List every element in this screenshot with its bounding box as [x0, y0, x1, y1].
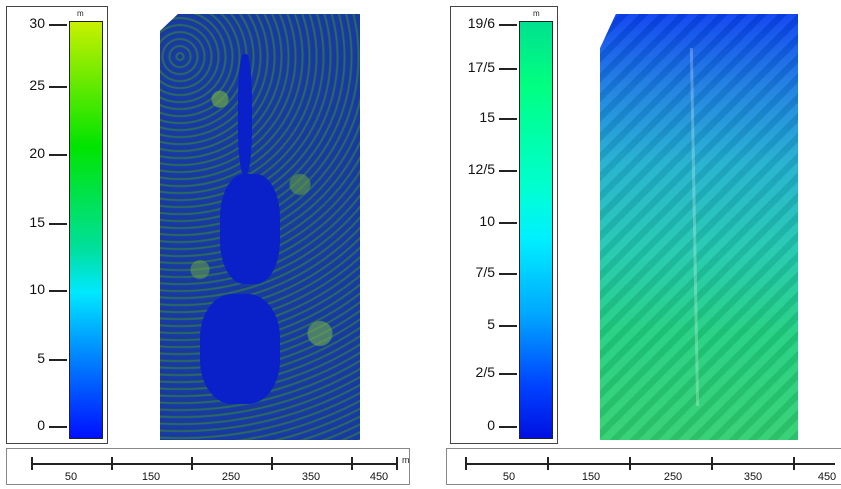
- scale-label: 50: [64, 471, 78, 483]
- right-legend-unit: m: [533, 9, 540, 18]
- left-legend-box: m 30 25 20 15 10 5 0: [6, 6, 108, 444]
- left-legend-tick: 20: [29, 145, 45, 161]
- right-legend-tick: 7/5: [475, 264, 495, 280]
- left-legend-tick: 15: [29, 214, 45, 230]
- right-legend-tick-mark: [499, 325, 517, 327]
- scale-tick: [547, 457, 549, 470]
- left-legend-tick-mark: [49, 223, 67, 225]
- left-legend-tick: 30: [29, 15, 45, 31]
- right-colorbar: [519, 21, 553, 439]
- right-legend-tick: 12/5: [467, 161, 495, 177]
- scale-label: 450: [369, 471, 389, 483]
- right-legend-tick: 10: [479, 213, 495, 229]
- right-legend-tick-mark: [499, 24, 517, 26]
- scale-axis: [31, 463, 397, 465]
- scale-tick: [793, 457, 795, 470]
- right-legend-tick-mark: [499, 426, 517, 428]
- left-legend-tick-mark: [49, 426, 67, 428]
- right-panel: m 19/6 17/5 15 12/5 10 7/5 5 2/5 0 50 15…: [420, 0, 841, 489]
- scale-unit: m: [402, 455, 410, 465]
- left-legend-tick: 25: [29, 77, 45, 93]
- scale-tick: [396, 457, 398, 470]
- right-legend-tick: 15: [479, 109, 495, 125]
- left-legend-tick-mark: [49, 154, 67, 156]
- right-legend-tick: 17/5: [467, 59, 495, 75]
- scale-tick: [191, 457, 193, 470]
- left-legend-tick-mark: [49, 86, 67, 88]
- right-legend-box: m 19/6 17/5 15 12/5 10 7/5 5 2/5 0: [450, 6, 558, 444]
- left-legend-tick: 5: [37, 350, 45, 366]
- right-legend-tick-mark: [499, 373, 517, 375]
- right-legend-tick: 0: [487, 417, 495, 433]
- map-clearing: [200, 294, 280, 404]
- scale-tick: [271, 457, 273, 470]
- right-legend-tick-mark: [499, 222, 517, 224]
- left-canopy-height-map: [160, 14, 360, 440]
- right-legend-tick-mark: [499, 118, 517, 120]
- scale-label: 150: [141, 471, 161, 483]
- left-legend-tick: 0: [37, 417, 45, 433]
- right-legend-tick-mark: [499, 68, 517, 70]
- scale-label: 50: [502, 471, 516, 483]
- left-legend-tick-mark: [49, 359, 67, 361]
- left-panel: m 30 25 20 15 10 5 0 50 150 250 350 450: [0, 0, 420, 489]
- right-legend-tick: 2/5: [475, 364, 495, 380]
- map-trail-line: [689, 48, 700, 406]
- scale-tick: [629, 457, 631, 470]
- scale-label: 350: [743, 471, 763, 483]
- scale-label: 450: [817, 471, 837, 483]
- scale-tick: [465, 457, 467, 470]
- right-legend-tick: 19/6: [467, 15, 495, 31]
- right-scalebar: 50 150 250 350 450: [446, 448, 841, 485]
- right-legend-tick: 5: [487, 316, 495, 332]
- scale-tick: [711, 457, 713, 470]
- scale-label: 250: [663, 471, 683, 483]
- left-legend-tick-mark: [49, 290, 67, 292]
- scale-tick: [31, 457, 33, 470]
- right-terrain-elevation-map: [600, 14, 798, 440]
- map-clearing: [238, 54, 252, 174]
- map-clearing: [220, 174, 280, 284]
- right-legend-tick-mark: [499, 273, 517, 275]
- left-colorbar: [69, 21, 103, 439]
- scale-tick: [351, 457, 353, 470]
- left-scalebar: 50 150 250 350 450 m: [6, 448, 410, 485]
- right-legend-tick-mark: [499, 170, 517, 172]
- scale-label: 350: [301, 471, 321, 483]
- left-legend-unit: m: [77, 9, 84, 18]
- scale-tick: [111, 457, 113, 470]
- left-legend-tick: 10: [29, 281, 45, 297]
- scale-label: 250: [221, 471, 241, 483]
- left-legend-tick-mark: [49, 24, 67, 26]
- scale-label: 150: [581, 471, 601, 483]
- scale-axis: [465, 463, 835, 465]
